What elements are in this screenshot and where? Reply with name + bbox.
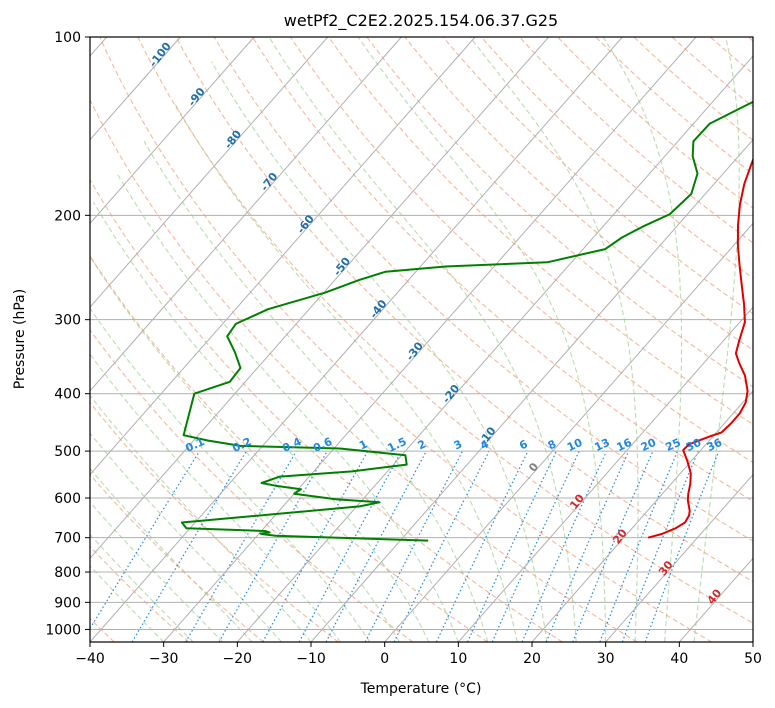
dry-adiabat-line [404,37,753,351]
dewpoint-profile-line [180,100,753,542]
isotherm-line [236,55,753,642]
mixing-ratio-label: 20 [639,436,659,454]
moist-adiabat-line [90,533,194,642]
mixing-ratio-label: 36 [705,436,725,454]
moist-adiabat-line [469,37,639,642]
y-tick-label: 600 [54,491,81,507]
dry-adiabat-line [366,37,753,388]
isotherm-line [384,222,753,642]
dry-adiabats [90,37,753,642]
y-tick-label: 300 [54,313,81,329]
x-tick-label: 30 [597,651,615,667]
moist-adiabat-line [268,37,577,642]
isotherm-line [605,473,753,642]
moist-adiabat-line [693,37,740,642]
mixing-ratio-label: 30 [684,436,704,454]
plot-frame [89,36,754,643]
x-tick-label: 40 [670,651,688,667]
x-tick-label: −40 [75,651,105,667]
temperature-profile-line [647,157,753,539]
y-tick-label: 200 [54,208,81,224]
y-tick-label: 900 [54,595,81,611]
x-tick-label: 50 [744,651,762,667]
isotherms [90,37,753,642]
moist-adiabat-line [357,37,607,642]
moist-adiabat-line [90,255,400,642]
dry-adiabat-line [213,37,753,542]
y-tick-label: 1000 [45,622,81,638]
mixing-ratio-line [185,450,297,642]
mixing-ratio-line [131,450,247,642]
y-tick-label: 800 [54,565,81,581]
isotherm-line [310,138,753,642]
y-tick-label: 500 [54,444,81,460]
mixing-ratio-label: 16 [615,436,635,454]
isotherm-line [90,37,550,560]
y-tick-label: 400 [54,387,81,403]
chart-title: wetPf2_C2E2.2025.154.06.37.G25 [284,11,558,31]
isotherm-line [90,37,255,225]
mixing-ratio-label: 25 [663,436,682,454]
x-axis: −40 −30 −20 −10 0 10 20 30 40 50 [75,642,762,667]
mixing-ratio-label: 13 [592,436,611,454]
x-tick-label: −20 [223,651,253,667]
mixing-ratio-line [298,450,403,642]
isotherm-line [90,37,181,141]
dry-adiabat-line [90,255,488,642]
isotherm-line [163,37,697,642]
mixing-ratio-lines [90,450,720,642]
x-tick-label: −30 [149,651,179,667]
dry-adiabat-line [328,37,753,425]
y-tick-label: 100 [54,30,81,46]
x-axis-title: Temperature (°C) [360,681,482,697]
mixing-ratio-line [218,450,328,642]
dry-adiabat-line [90,98,638,642]
dry-adiabat-line [557,37,753,209]
x-tick-label: −10 [296,651,326,667]
moist-adiabat-line [602,37,683,642]
dry-adiabat-line [90,328,414,642]
mixing-ratio-label: 10 [565,436,585,454]
dry-adiabat-line [90,401,339,642]
isotherm-line [457,306,753,642]
mixing-ratio-line [262,450,369,642]
isotherm-line [90,37,623,642]
isotherm-line [531,390,753,642]
isotherm-line [90,37,402,392]
moist-adiabat-line [92,201,430,642]
y-tick-label: 700 [54,531,81,547]
x-tick-label: 20 [523,651,541,667]
dry-adiabat-line [480,37,753,279]
x-tick-label: 10 [449,651,467,667]
y-axis-title: Pressure (hPa) [12,289,28,389]
dry-adiabat-line [175,37,753,583]
dry-adiabat-line [137,37,753,624]
moist-adiabat-line [90,432,282,642]
dry-adiabat-line [99,37,712,642]
moist-adiabat-line [90,353,341,642]
moist-adiabat-line [174,104,518,642]
dry-adiabat-line [633,37,753,141]
isobars [90,37,753,630]
mixing-ratio-line [466,450,558,642]
isotherm-line [90,37,476,476]
mixing-ratio-line [545,450,630,642]
mixing-ratio-line [491,450,580,642]
moist-adiabat-line [90,565,165,642]
isotherm-line [90,37,329,308]
mixing-ratio-line [572,450,654,642]
x-tick-label: 0 [380,651,389,667]
mixing-ratio-line [90,450,201,630]
profiles [180,100,753,542]
mixing-ratio-line [435,450,529,642]
plot-area: -100-90-80-70-60-50-40-30-20-10010203040… [90,37,753,642]
dry-adiabat-line [251,37,753,503]
y-axis: 100 200 300 400 500 600 700 800 900 1000 [45,30,90,638]
